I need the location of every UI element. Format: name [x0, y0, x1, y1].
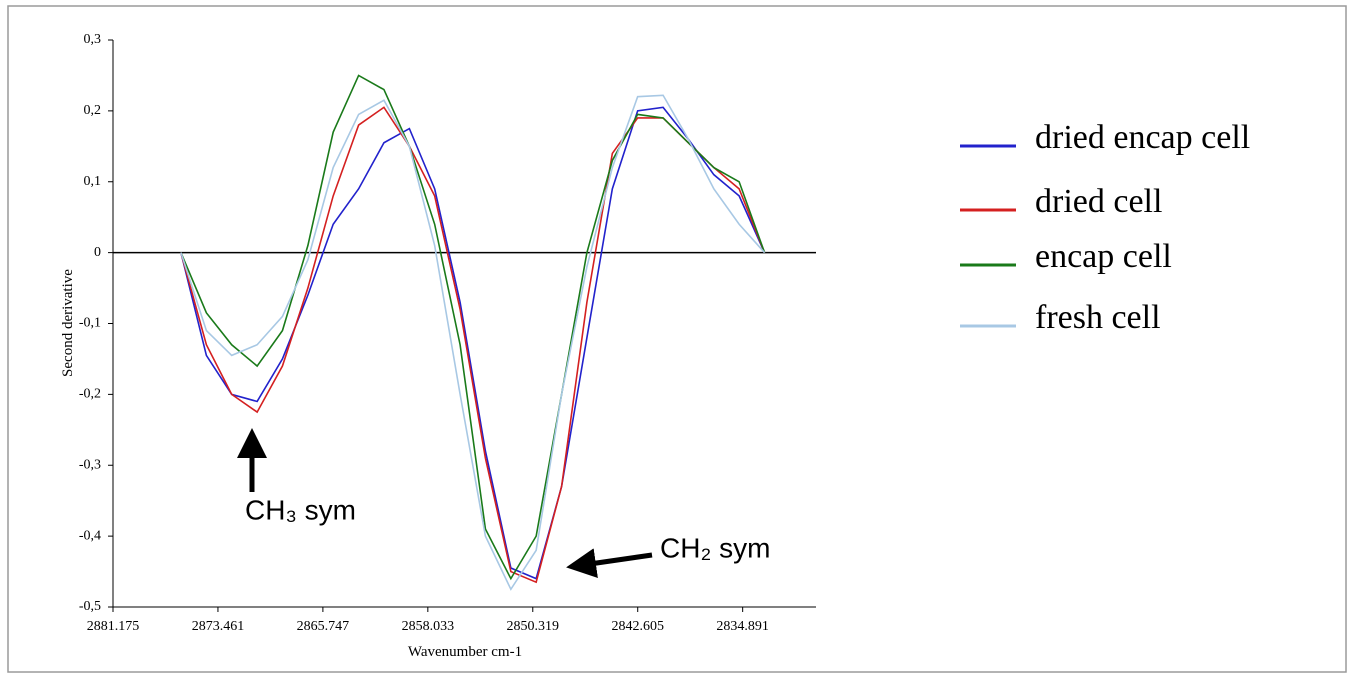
arrow — [566, 548, 653, 578]
x-axis-label: Wavenumber cm-1 — [408, 644, 522, 660]
y-tick-label: -0,4 — [79, 528, 101, 543]
y-tick-label: 0,1 — [84, 174, 102, 189]
annotation: CH₂ sym — [660, 532, 770, 563]
series-line — [180, 106, 766, 580]
annotation: CH₃ sym — [245, 494, 356, 525]
y-tick-label: -0,2 — [79, 387, 101, 402]
y-tick-label: 0,3 — [84, 32, 102, 47]
x-tick-label: 2881.175 — [87, 619, 140, 634]
y-tick-label: -0,1 — [79, 316, 101, 331]
legend-label: dried cell — [1035, 183, 1162, 220]
y-tick-label: 0 — [94, 245, 101, 260]
legend-label: fresh cell — [1035, 299, 1161, 336]
x-tick-label: 2842.605 — [611, 619, 664, 634]
y-axis-label: Second derivative — [60, 269, 76, 377]
y-tick-label: 0,2 — [84, 103, 102, 118]
x-tick-label: 2834.891 — [716, 619, 769, 634]
x-tick-label: 2858.033 — [402, 619, 455, 634]
series-line — [180, 94, 766, 591]
y-tick-label: -0,3 — [79, 457, 101, 472]
x-tick-label: 2873.461 — [192, 619, 245, 634]
x-tick-label: 2865.747 — [297, 619, 350, 634]
legend-label: encap cell — [1035, 238, 1172, 275]
frame — [7, 5, 1347, 673]
y-tick-label: -0,5 — [79, 599, 101, 614]
series-line — [180, 74, 766, 581]
x-tick-label: 2850.319 — [507, 619, 560, 634]
legend-label: dried encap cell — [1035, 119, 1250, 156]
